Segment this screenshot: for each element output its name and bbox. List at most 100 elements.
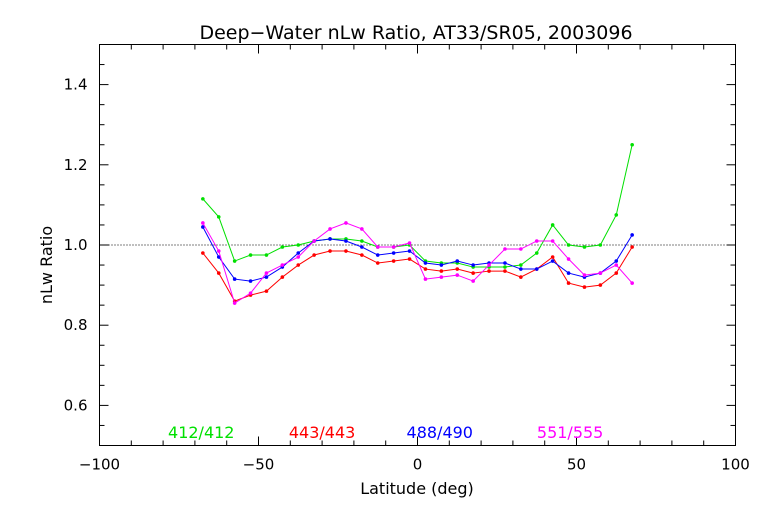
- data-point: [344, 221, 348, 225]
- data-point: [598, 271, 603, 275]
- data-point: [423, 261, 428, 265]
- data-point: [519, 247, 523, 251]
- data-point: [407, 249, 412, 253]
- data-point: [630, 245, 634, 249]
- data-point: [264, 253, 269, 257]
- tick-labels: −100 −50 0 50 100 0.6 0.8 1.0 1.2 1.4: [64, 76, 750, 474]
- data-point: [582, 285, 587, 289]
- data-point: [248, 291, 253, 295]
- data-point: [232, 277, 237, 281]
- y-tick-label: 1.0: [64, 236, 88, 254]
- data-point: [216, 249, 221, 253]
- data-point: [328, 227, 332, 231]
- data-point: [519, 267, 523, 271]
- data-point: [264, 275, 269, 279]
- data-point: [391, 251, 396, 255]
- data-point: [550, 259, 555, 263]
- data-point: [582, 245, 587, 249]
- data-point: [216, 215, 221, 219]
- y-axis-label: nLw Ratio: [37, 226, 56, 304]
- x-tick-label: −100: [79, 456, 120, 474]
- x-tick-label: 0: [413, 456, 423, 474]
- data-point: [471, 279, 475, 283]
- chart-title: Deep−Water nLw Ratio, AT33/SR05, 2003096: [199, 22, 632, 44]
- data-point: [503, 261, 507, 265]
- data-point: [503, 265, 507, 269]
- data-point: [439, 275, 444, 279]
- data-point: [360, 227, 364, 231]
- data-point: [423, 267, 428, 271]
- data-point: [566, 257, 571, 261]
- data-point: [566, 243, 571, 247]
- data-point: [232, 301, 237, 305]
- data-point: [630, 233, 634, 237]
- x-tick-label: −50: [243, 456, 275, 474]
- data-point: [201, 225, 205, 229]
- data-point: [201, 197, 205, 201]
- data-point: [232, 259, 237, 263]
- data-point: [439, 269, 444, 273]
- data-point: [328, 237, 332, 241]
- data-point: [391, 245, 396, 249]
- data-point: [375, 261, 380, 265]
- y-tick-label: 1.4: [64, 76, 88, 94]
- data-point: [455, 267, 460, 271]
- legend-entry: 412/412: [168, 423, 234, 442]
- x-tick-label: 50: [567, 456, 586, 474]
- data-point: [614, 213, 619, 217]
- data-point: [248, 253, 253, 257]
- series-line: [202, 226, 633, 282]
- y-tick-label: 0.6: [64, 396, 88, 414]
- data-point: [264, 289, 269, 293]
- data-point: [534, 251, 539, 255]
- y-tick-label: 0.8: [64, 316, 88, 334]
- series-488-490: [201, 225, 634, 283]
- legend: 412/412 443/443 488/490 551/555: [168, 423, 603, 442]
- series-line: [202, 222, 633, 304]
- data-point: [614, 271, 619, 275]
- data-point: [455, 259, 460, 263]
- data-point: [344, 249, 348, 253]
- data-point: [550, 223, 555, 227]
- data-point: [487, 263, 491, 267]
- data-point: [630, 142, 634, 147]
- data-point: [582, 273, 587, 277]
- data-point: [471, 263, 475, 267]
- data-point: [375, 253, 380, 257]
- data-point: [312, 239, 316, 243]
- data-point: [280, 245, 285, 249]
- data-point: [534, 267, 539, 271]
- data-point: [614, 263, 619, 267]
- data-point: [519, 275, 523, 279]
- data-point: [598, 243, 603, 247]
- data-point: [344, 239, 348, 243]
- data-point: [264, 271, 269, 275]
- data-point: [280, 275, 285, 279]
- x-axis-label: Latitude (deg): [360, 479, 474, 498]
- data-point: [248, 279, 253, 283]
- data-point: [598, 283, 603, 287]
- data-point: [296, 263, 301, 267]
- series-551-555: [201, 221, 634, 305]
- data-point: [407, 241, 412, 245]
- data-point: [216, 255, 221, 259]
- series-line: [202, 144, 633, 268]
- data-point: [550, 255, 555, 259]
- legend-entry: 443/443: [289, 423, 355, 442]
- data-point: [487, 269, 491, 273]
- data-point: [296, 243, 301, 247]
- series-412-412: [201, 142, 634, 269]
- data-point: [503, 247, 507, 251]
- data-point: [423, 277, 428, 281]
- data-point: [296, 251, 301, 255]
- data-point: [534, 239, 539, 243]
- data-point: [296, 255, 301, 259]
- data-point: [201, 251, 205, 255]
- legend-entry: 551/555: [537, 423, 603, 442]
- data-point: [391, 259, 396, 263]
- y-tick-label: 1.2: [64, 156, 88, 174]
- data-point: [503, 269, 507, 273]
- data-point: [614, 259, 619, 263]
- data-point: [375, 245, 380, 249]
